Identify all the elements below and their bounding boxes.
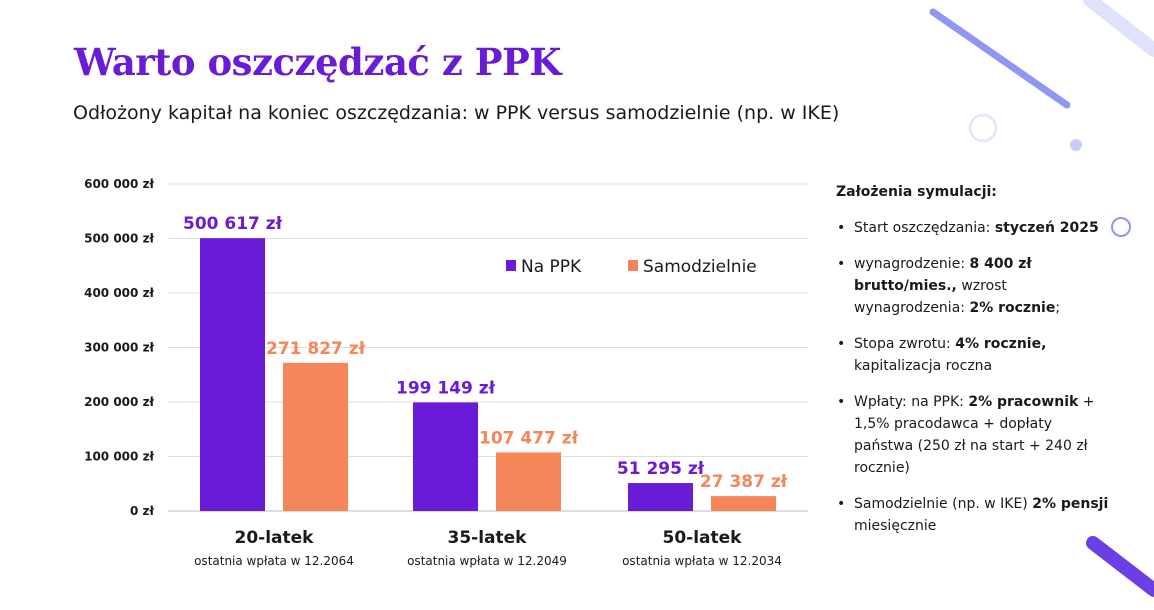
assumption-emphasis: styczeń 2025 — [994, 220, 1099, 236]
category-sublabel: ostatnia wpłata w 12.2049 — [407, 554, 567, 568]
legend-ppk-label: Na PPK — [521, 257, 582, 277]
assumption-text: Wpłaty: na PPK: — [854, 394, 969, 410]
decor-diagonal-line-large — [1083, 0, 1154, 57]
decor-ring-large — [968, 113, 998, 143]
decor-ring-small — [1111, 217, 1131, 237]
bar-ppk — [413, 402, 478, 511]
assumptions-list: Start oszczędzania: styczeń 2025 wynagrod… — [836, 217, 1111, 537]
decor-diagonal-line — [929, 8, 1071, 109]
assumption-text: Samodzielnie (np. w IKE) — [854, 496, 1033, 512]
assumption-emphasis: 2% pensji — [1032, 496, 1109, 512]
legend-samodzielnie-swatch — [628, 260, 638, 271]
y-tick-label: 0 zł — [130, 504, 155, 518]
assumption-text: Stopa zwrotu: — [854, 336, 956, 352]
assumption-item: Stopa zwrotu: 4% rocznie, kapitalizacja … — [836, 333, 1111, 377]
assumption-emphasis: 2% pracownik — [968, 394, 1079, 410]
assumption-text: + 1,5% pracodawca + dopłaty państwa (250… — [854, 394, 1095, 476]
assumption-item: wynagrodzenie: 8 400 zł brutto/mies., wz… — [836, 253, 1111, 319]
page-subtitle: Odłożony kapitał na koniec oszczędzania:… — [73, 102, 840, 124]
legend-samodzielnie-label: Samodzielnie — [643, 257, 757, 277]
legend-ppk-swatch — [506, 260, 516, 271]
y-tick-label: 100 000 zł — [84, 450, 154, 464]
data-label-samodzielnie: 27 387 zł — [700, 472, 788, 492]
bar-samodzielnie — [711, 496, 776, 511]
category-label: 50-latek — [663, 528, 743, 548]
bar-ppk — [628, 483, 693, 511]
assumption-item: Wpłaty: na PPK: 2% pracownik + 1,5% prac… — [836, 391, 1111, 479]
data-label-samodzielnie: 107 477 zł — [479, 428, 579, 448]
y-tick-label: 400 000 zł — [84, 286, 154, 300]
assumption-emphasis: 4% rocznie, — [955, 336, 1047, 352]
bar-samodzielnie — [283, 362, 348, 511]
bar-chart: 0 zł 100 000 zł 200 000 zł 300 000 zł 400 00… — [84, 177, 808, 568]
category-sublabel: ostatnia wpłata w 12.2064 — [194, 554, 354, 568]
decor-dot — [1070, 139, 1082, 151]
data-label-ppk: 51 295 zł — [617, 459, 705, 479]
page-title: Warto oszczędzać z PPK — [74, 40, 562, 84]
assumption-text: ; — [1055, 300, 1061, 316]
assumption-text: kapitalizacja roczna — [854, 358, 993, 374]
category-label: 20-latek — [235, 528, 315, 548]
assumption-emphasis: 2% rocznie — [969, 300, 1056, 316]
assumptions-panel: Założenia symulacji: Start oszczędzania:… — [836, 181, 1111, 551]
assumption-text: wzrost wynagrodzenia: — [854, 278, 1007, 316]
y-tick-label: 200 000 zł — [84, 395, 154, 409]
data-label-ppk: 199 149 zł — [396, 378, 496, 398]
y-tick-label: 600 000 zł — [84, 177, 154, 191]
assumptions-heading: Założenia symulacji: — [836, 184, 997, 200]
y-tick-label: 500 000 zł — [84, 232, 154, 246]
assumption-item: Start oszczędzania: styczeń 2025 — [836, 217, 1111, 239]
assumption-text: wynagrodzenie: — [854, 256, 970, 272]
category-label: 35-latek — [448, 528, 528, 548]
data-label-ppk: 500 617 zł — [183, 214, 283, 234]
bar-ppk — [200, 238, 265, 511]
assumption-item: Samodzielnie (np. w IKE) 2% pensji miesi… — [836, 493, 1111, 537]
assumption-text: Start oszczędzania: — [854, 220, 995, 236]
assumption-text: miesięcznie — [854, 518, 937, 534]
category-sublabel: ostatnia wpłata w 12.2034 — [622, 554, 782, 568]
data-label-samodzielnie: 271 827 zł — [266, 339, 366, 359]
assumption-emphasis: 8 400 zł brutto/mies., — [854, 256, 1032, 294]
bar-samodzielnie — [496, 452, 561, 511]
y-tick-label: 300 000 zł — [84, 341, 154, 355]
